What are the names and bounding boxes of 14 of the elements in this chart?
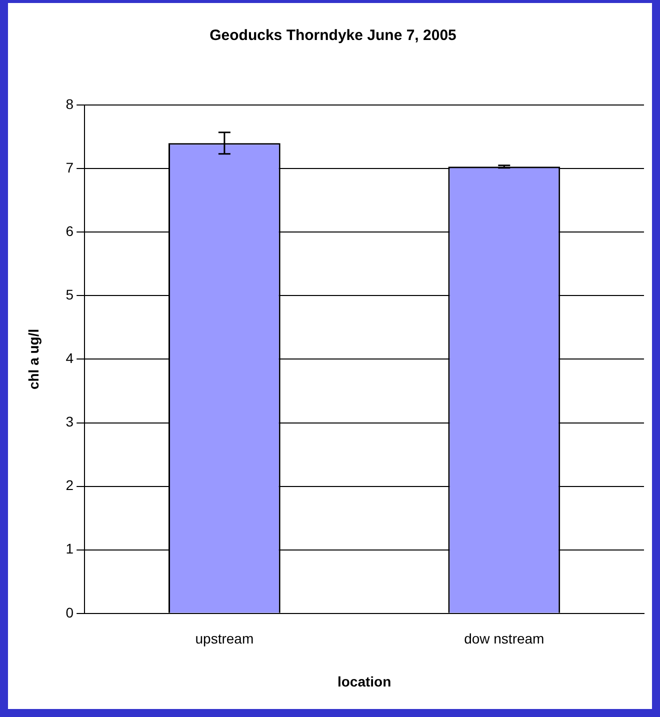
y-tick-label: 1 [66, 540, 74, 557]
y-tick-label: 6 [66, 222, 74, 239]
y-tick-label: 0 [66, 604, 74, 620]
y-tick-label: 8 [66, 96, 74, 112]
y-axis-title: chl a ug/l [25, 328, 42, 390]
chart-title: Geoducks Thorndyke June 7, 2005 [210, 27, 456, 44]
y-tick-label: 2 [66, 477, 74, 494]
y-tick-label: 3 [66, 414, 74, 430]
x-tick-label: dow nstream [464, 630, 544, 647]
y-tick-label: 5 [66, 286, 74, 303]
y-tick-label: 4 [66, 350, 74, 366]
x-axis-title: location [337, 673, 392, 690]
y-tick-label: 7 [66, 159, 74, 176]
x-tick-label: upstream [195, 630, 254, 647]
